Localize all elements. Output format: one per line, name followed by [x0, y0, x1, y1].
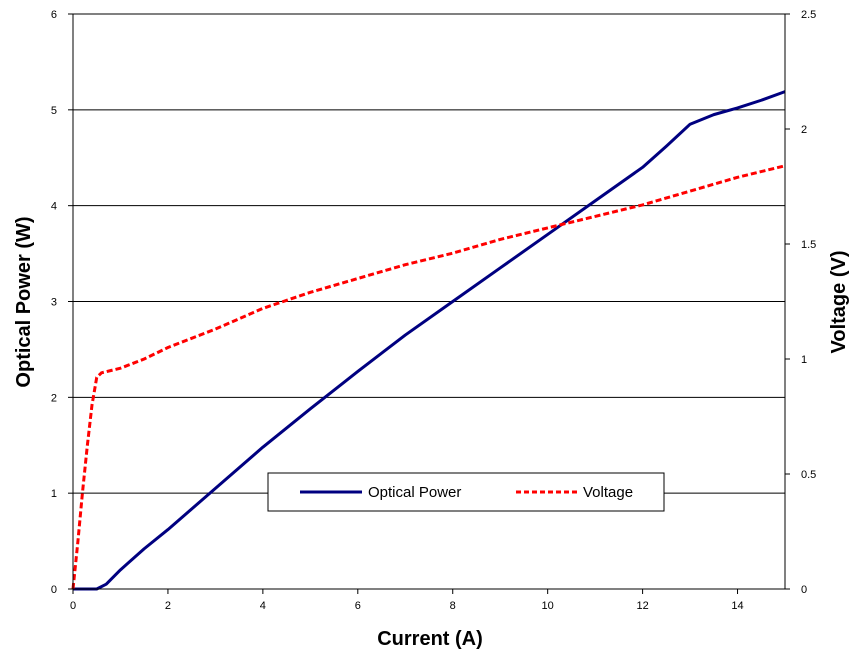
y-right-axis-title: Voltage (V): [828, 251, 850, 354]
y-left-tick-label: 2: [51, 392, 57, 404]
x-tick-label: 0: [70, 600, 76, 612]
y-right-tick-label: 1: [801, 354, 807, 366]
y-right-tick-label: 2.5: [801, 9, 816, 21]
x-axis-title: Current (A): [377, 628, 483, 650]
y-right-tick-label: 1.5: [801, 239, 816, 251]
y-right-tick-label: 0.5: [801, 469, 816, 481]
y-right-tick-label: 0: [801, 584, 807, 596]
series-line-voltage: [71, 164, 786, 590]
x-tick-label: 4: [260, 600, 266, 612]
y-left-tick-label: 6: [51, 9, 57, 21]
x-tick-label: 8: [450, 600, 456, 612]
y-left-tick-label: 1: [51, 488, 57, 500]
y-right-tick-label: 2: [801, 124, 807, 136]
x-tick-label: 6: [355, 600, 361, 612]
x-tick-label: 10: [542, 600, 554, 612]
y-left-tick-label: 0: [51, 584, 57, 596]
x-tick-label: 12: [636, 600, 648, 612]
y-left-axis-title: Optical Power (W): [13, 216, 35, 387]
legend-label-optical-power: Optical Power: [368, 484, 461, 501]
x-tick-label: 2: [165, 600, 171, 612]
x-tick-label: 14: [731, 600, 743, 612]
grid-lines: [73, 13, 785, 494]
legend: Optical Power Voltage: [267, 472, 665, 512]
y-left-tick-label: 4: [51, 201, 57, 213]
y-left-tick-label: 3: [51, 297, 57, 309]
axes: [68, 13, 790, 594]
legend-label-voltage: Voltage: [583, 484, 633, 501]
y-left-tick-label: 5: [51, 105, 57, 117]
series-line-optical-power: [73, 90, 786, 591]
series-layer: [71, 90, 786, 591]
